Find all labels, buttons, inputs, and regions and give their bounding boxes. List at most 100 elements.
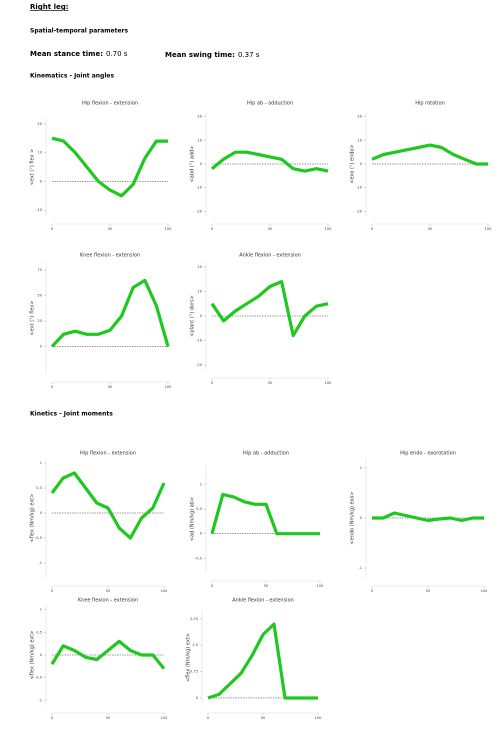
y-axis-label: <endo (Nm/kg) exo> (350, 491, 356, 544)
y-tick-label: 0 (40, 179, 43, 183)
x-tick-label: 100 (325, 381, 333, 385)
y-tick-label: -10 (196, 339, 203, 343)
y-axis-label: <abd (°) add> (190, 146, 196, 183)
stance-label: Mean stance time: (30, 50, 103, 58)
y-tick-label: -20 (196, 363, 203, 367)
y-tick-label: -0.5 (195, 556, 202, 560)
chart-title: Hip ab - adduction (243, 451, 289, 457)
x-tick-label: 50 (268, 227, 273, 231)
y-axis-label: <flex (Nm/kg) ext> (30, 494, 36, 543)
x-tick-label: 0 (51, 716, 54, 720)
x-tick-label: 0 (371, 589, 374, 593)
x-tick-label: 50 (268, 381, 273, 385)
swing-value: 0.37 s (238, 51, 260, 59)
y-tick-label: 0.75 (190, 670, 198, 674)
kinetics-heading: Kinetics - Joint moments (30, 411, 113, 418)
y-axis-label: <ad (Nm/kg) ab> (190, 497, 196, 541)
x-tick-label: 100 (485, 227, 493, 231)
data-line (50, 639, 166, 670)
y-tick-label: -1 (358, 566, 362, 570)
y-tick-label: -1 (38, 561, 42, 565)
x-tick-label: 0 (207, 716, 210, 720)
y-tick-label: 0.5 (36, 486, 42, 490)
y-tick-label: -1 (38, 698, 42, 702)
x-tick-label: 50 (106, 589, 111, 593)
y-tick-label: 10 (37, 151, 42, 155)
x-tick-label: 50 (261, 716, 266, 720)
x-tick-label: 0 (211, 227, 214, 231)
y-tick-label: 1 (360, 466, 362, 470)
x-tick-label: 50 (108, 385, 113, 389)
data-line (210, 280, 329, 338)
x-tick-label: 100 (165, 227, 173, 231)
x-tick-label: 100 (481, 589, 489, 593)
y-tick-label: -20 (356, 209, 363, 213)
y-axis-label: <flex (Nm/kg) ext> (30, 631, 36, 680)
kinematics-heading: Kinematics - Joint angles (30, 73, 114, 80)
data-line (210, 492, 320, 536)
y-tick-label: -10 (36, 208, 43, 212)
y-tick-label: -0.5 (35, 676, 42, 680)
y-axis-label: <ext (°) flex > (30, 149, 36, 186)
y-tick-label: -0.5 (35, 536, 42, 540)
y-tick-label: 0 (40, 345, 43, 349)
y-axis-label: <exo (°) endo> (350, 144, 356, 183)
chart-title: Knee flexion - extension (80, 253, 140, 259)
x-tick-label: 100 (161, 716, 169, 720)
y-tick-label: 0 (40, 511, 43, 515)
stance-value: 0.70 s (106, 50, 128, 58)
y-axis-label: <plant (°) dors> (190, 295, 196, 337)
x-tick-label: 50 (428, 227, 433, 231)
y-tick-label: 1.5 (192, 643, 198, 647)
y-tick-label: 1 (40, 608, 42, 612)
y-tick-label: -20 (196, 209, 203, 213)
x-tick-label: 0 (51, 227, 54, 231)
swing-label: Mean swing time: (165, 51, 235, 59)
y-tick-label: 0 (200, 532, 203, 536)
data-line (372, 511, 484, 523)
data-line (210, 150, 329, 173)
chart-title: Hip flexion - extension (82, 101, 138, 107)
x-tick-label: 0 (211, 381, 214, 385)
x-tick-label: 50 (106, 716, 111, 720)
y-axis-label: <flex (Nm/kg) ext> (186, 633, 192, 682)
y-tick-label: 20 (197, 265, 202, 269)
y-tick-label: 75 (37, 268, 42, 272)
x-tick-label: 50 (264, 584, 269, 588)
y-tick-label: 1 (200, 483, 202, 487)
y-tick-label: 20 (37, 122, 42, 126)
chart-title: Knee flexion - extension (78, 598, 138, 604)
y-tick-label: 0 (40, 653, 43, 657)
data-line (50, 471, 166, 540)
chart-title: Hip flexion - extension (80, 451, 136, 457)
x-tick-label: 50 (108, 227, 113, 231)
x-tick-label: 0 (371, 227, 374, 231)
x-tick-label: 100 (161, 589, 169, 593)
section-heading: Spatial-temporal parameters (30, 28, 129, 35)
y-tick-label: 0 (200, 162, 203, 166)
y-tick-label: 0.5 (196, 507, 202, 511)
chart-title: Ankle flexion - extension (232, 598, 294, 604)
y-tick-label: 0.5 (36, 630, 42, 634)
chart-title: Hip rotation (415, 101, 445, 107)
y-axis-label: <ext (°) flex> (30, 301, 36, 336)
y-tick-label: 10 (357, 138, 362, 142)
x-tick-label: 100 (315, 716, 323, 720)
y-tick-label: -10 (356, 186, 363, 190)
x-tick-label: 100 (317, 584, 325, 588)
y-tick-label: 0 (200, 314, 203, 318)
x-tick-label: 100 (325, 227, 333, 231)
data-line (207, 622, 318, 700)
data-line (371, 143, 488, 166)
y-tick-label: 25 (37, 319, 42, 323)
y-tick-label: 2.25 (190, 617, 198, 621)
chart-title: Hip endo - exorotation (400, 451, 456, 457)
y-tick-label: 20 (357, 115, 362, 119)
y-tick-label: 0 (360, 516, 363, 520)
leg-heading: Right leg: (30, 3, 69, 11)
y-tick-label: 10 (197, 289, 202, 293)
y-tick-label: 0 (360, 162, 363, 166)
y-tick-label: -10 (196, 186, 203, 190)
x-tick-label: 0 (51, 385, 54, 389)
y-tick-label: 20 (197, 115, 202, 119)
